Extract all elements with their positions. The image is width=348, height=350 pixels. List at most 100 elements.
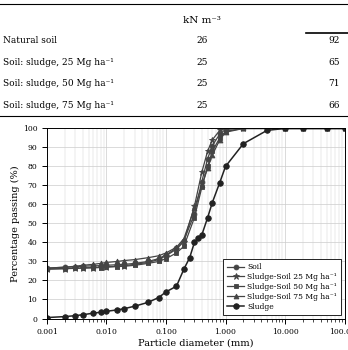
Text: Soil: sludge, 50 Mg ha⁻¹: Soil: sludge, 50 Mg ha⁻¹ xyxy=(3,79,114,88)
Sludge-Soil 75 Mg ha⁻¹ xyxy=(342,126,347,131)
Sludge-Soil 50 Mg ha⁻¹ xyxy=(241,126,245,131)
Soil xyxy=(122,262,126,266)
Y-axis label: Percentage passing (%): Percentage passing (%) xyxy=(11,165,20,282)
Soil xyxy=(206,157,210,161)
Text: 25: 25 xyxy=(196,100,208,110)
Soil xyxy=(325,126,329,131)
Sludge xyxy=(223,164,228,169)
Sludge-Soil 25 Mg ha⁻¹ xyxy=(104,265,109,269)
Sludge xyxy=(342,126,347,131)
Sludge-Soil 25 Mg ha⁻¹ xyxy=(164,254,168,258)
Sludge-Soil 75 Mg ha⁻¹ xyxy=(283,126,287,131)
Sludge-Soil 25 Mg ha⁻¹ xyxy=(342,126,347,131)
Sludge-Soil 50 Mg ha⁻¹ xyxy=(206,164,210,169)
Sludge xyxy=(206,216,210,220)
Sludge-Soil 75 Mg ha⁻¹ xyxy=(122,258,126,262)
Sludge-Soil 25 Mg ha⁻¹ xyxy=(325,126,329,131)
Sludge-Soil 50 Mg ha⁻¹ xyxy=(63,267,67,271)
Text: 92: 92 xyxy=(329,36,340,45)
Line: Sludge-Soil 50 Mg ha⁻¹: Sludge-Soil 50 Mg ha⁻¹ xyxy=(45,126,347,271)
Sludge-Soil 50 Mg ha⁻¹ xyxy=(115,265,119,269)
Sludge-Soil 75 Mg ha⁻¹ xyxy=(73,264,78,268)
Text: Natural soil: Natural soil xyxy=(3,36,57,45)
Sludge-Soil 25 Mg ha⁻¹ xyxy=(73,266,78,270)
Sludge xyxy=(301,126,305,131)
Sludge-Soil 25 Mg ha⁻¹ xyxy=(200,170,204,174)
Soil xyxy=(200,180,204,184)
Sludge-Soil 50 Mg ha⁻¹ xyxy=(200,185,204,189)
Sludge-Soil 25 Mg ha⁻¹ xyxy=(45,267,49,271)
Sludge-Soil 25 Mg ha⁻¹ xyxy=(81,266,85,270)
Sludge xyxy=(210,201,214,205)
Sludge-Soil 75 Mg ha⁻¹ xyxy=(133,258,137,262)
Sludge-Soil 50 Mg ha⁻¹ xyxy=(133,263,137,267)
Sludge-Soil 75 Mg ha⁻¹ xyxy=(182,237,186,241)
Sludge-Soil 25 Mg ha⁻¹ xyxy=(210,138,214,142)
Sludge-Soil 75 Mg ha⁻¹ xyxy=(91,262,95,266)
Soil xyxy=(91,264,95,268)
Text: 65: 65 xyxy=(328,58,340,66)
Sludge-Soil 25 Mg ha⁻¹ xyxy=(146,260,150,265)
Soil xyxy=(164,253,168,257)
Sludge-Soil 50 Mg ha⁻¹ xyxy=(325,126,329,131)
Sludge xyxy=(91,311,95,315)
Sludge-Soil 50 Mg ha⁻¹ xyxy=(182,244,186,248)
Sludge-Soil 25 Mg ha⁻¹ xyxy=(63,266,67,271)
Sludge-Soil 25 Mg ha⁻¹ xyxy=(218,128,222,132)
Sludge-Soil 50 Mg ha⁻¹ xyxy=(210,149,214,153)
Text: 25: 25 xyxy=(196,79,208,88)
Soil xyxy=(223,127,228,132)
Sludge-Soil 75 Mg ha⁻¹ xyxy=(104,260,109,265)
Sludge-Soil 25 Mg ha⁻¹ xyxy=(192,204,197,209)
Soil xyxy=(192,212,197,216)
Soil xyxy=(157,257,161,261)
Sludge xyxy=(265,128,269,132)
Soil xyxy=(81,264,85,268)
Sludge-Soil 75 Mg ha⁻¹ xyxy=(157,254,161,258)
Sludge xyxy=(122,307,126,311)
Sludge-Soil 75 Mg ha⁻¹ xyxy=(98,261,103,266)
Sludge-Soil 25 Mg ha⁻¹ xyxy=(98,265,103,269)
Sludge-Soil 75 Mg ha⁻¹ xyxy=(301,126,305,131)
Sludge-Soil 50 Mg ha⁻¹ xyxy=(265,126,269,131)
Soil xyxy=(283,126,287,131)
Sludge-Soil 50 Mg ha⁻¹ xyxy=(164,257,168,261)
Sludge-Soil 75 Mg ha⁻¹ xyxy=(174,245,179,249)
Sludge-Soil 50 Mg ha⁻¹ xyxy=(192,216,197,220)
Sludge xyxy=(115,308,119,312)
Sludge-Soil 25 Mg ha⁻¹ xyxy=(174,247,179,251)
Sludge-Soil 50 Mg ha⁻¹ xyxy=(91,266,95,270)
Sludge-Soil 50 Mg ha⁻¹ xyxy=(301,126,305,131)
Sludge xyxy=(73,314,78,318)
Sludge-Soil 75 Mg ha⁻¹ xyxy=(218,138,222,142)
Text: Soil: sludge, 25 Mg ha⁻¹: Soil: sludge, 25 Mg ha⁻¹ xyxy=(3,58,114,66)
Sludge xyxy=(218,181,222,185)
Soil xyxy=(133,261,137,266)
Sludge-Soil 50 Mg ha⁻¹ xyxy=(174,251,179,255)
Soil xyxy=(301,126,305,131)
Sludge xyxy=(241,141,245,146)
Sludge-Soil 50 Mg ha⁻¹ xyxy=(98,265,103,270)
Sludge-Soil 75 Mg ha⁻¹ xyxy=(325,126,329,131)
Sludge-Soil 75 Mg ha⁻¹ xyxy=(146,256,150,260)
Sludge-Soil 75 Mg ha⁻¹ xyxy=(45,266,49,270)
Sludge-Soil 50 Mg ha⁻¹ xyxy=(81,266,85,270)
Soil xyxy=(98,264,103,268)
Sludge-Soil 25 Mg ha⁻¹ xyxy=(133,262,137,266)
Sludge-Soil 50 Mg ha⁻¹ xyxy=(157,259,161,264)
Sludge xyxy=(283,126,287,131)
Text: 71: 71 xyxy=(328,79,340,88)
Soil xyxy=(115,262,119,267)
Sludge-Soil 75 Mg ha⁻¹ xyxy=(223,130,228,134)
Sludge xyxy=(81,313,85,317)
Sludge-Soil 25 Mg ha⁻¹ xyxy=(122,264,126,268)
Soil xyxy=(45,266,49,270)
Sludge-Soil 75 Mg ha⁻¹ xyxy=(81,263,85,267)
Soil xyxy=(342,126,347,131)
Text: Soil: sludge, 75 Mg ha⁻¹: Soil: sludge, 75 Mg ha⁻¹ xyxy=(3,100,114,110)
Sludge-Soil 50 Mg ha⁻¹ xyxy=(104,265,109,269)
Sludge-Soil 75 Mg ha⁻¹ xyxy=(241,126,245,131)
Sludge xyxy=(104,309,109,313)
Soil xyxy=(265,126,269,131)
Sludge xyxy=(188,256,192,260)
